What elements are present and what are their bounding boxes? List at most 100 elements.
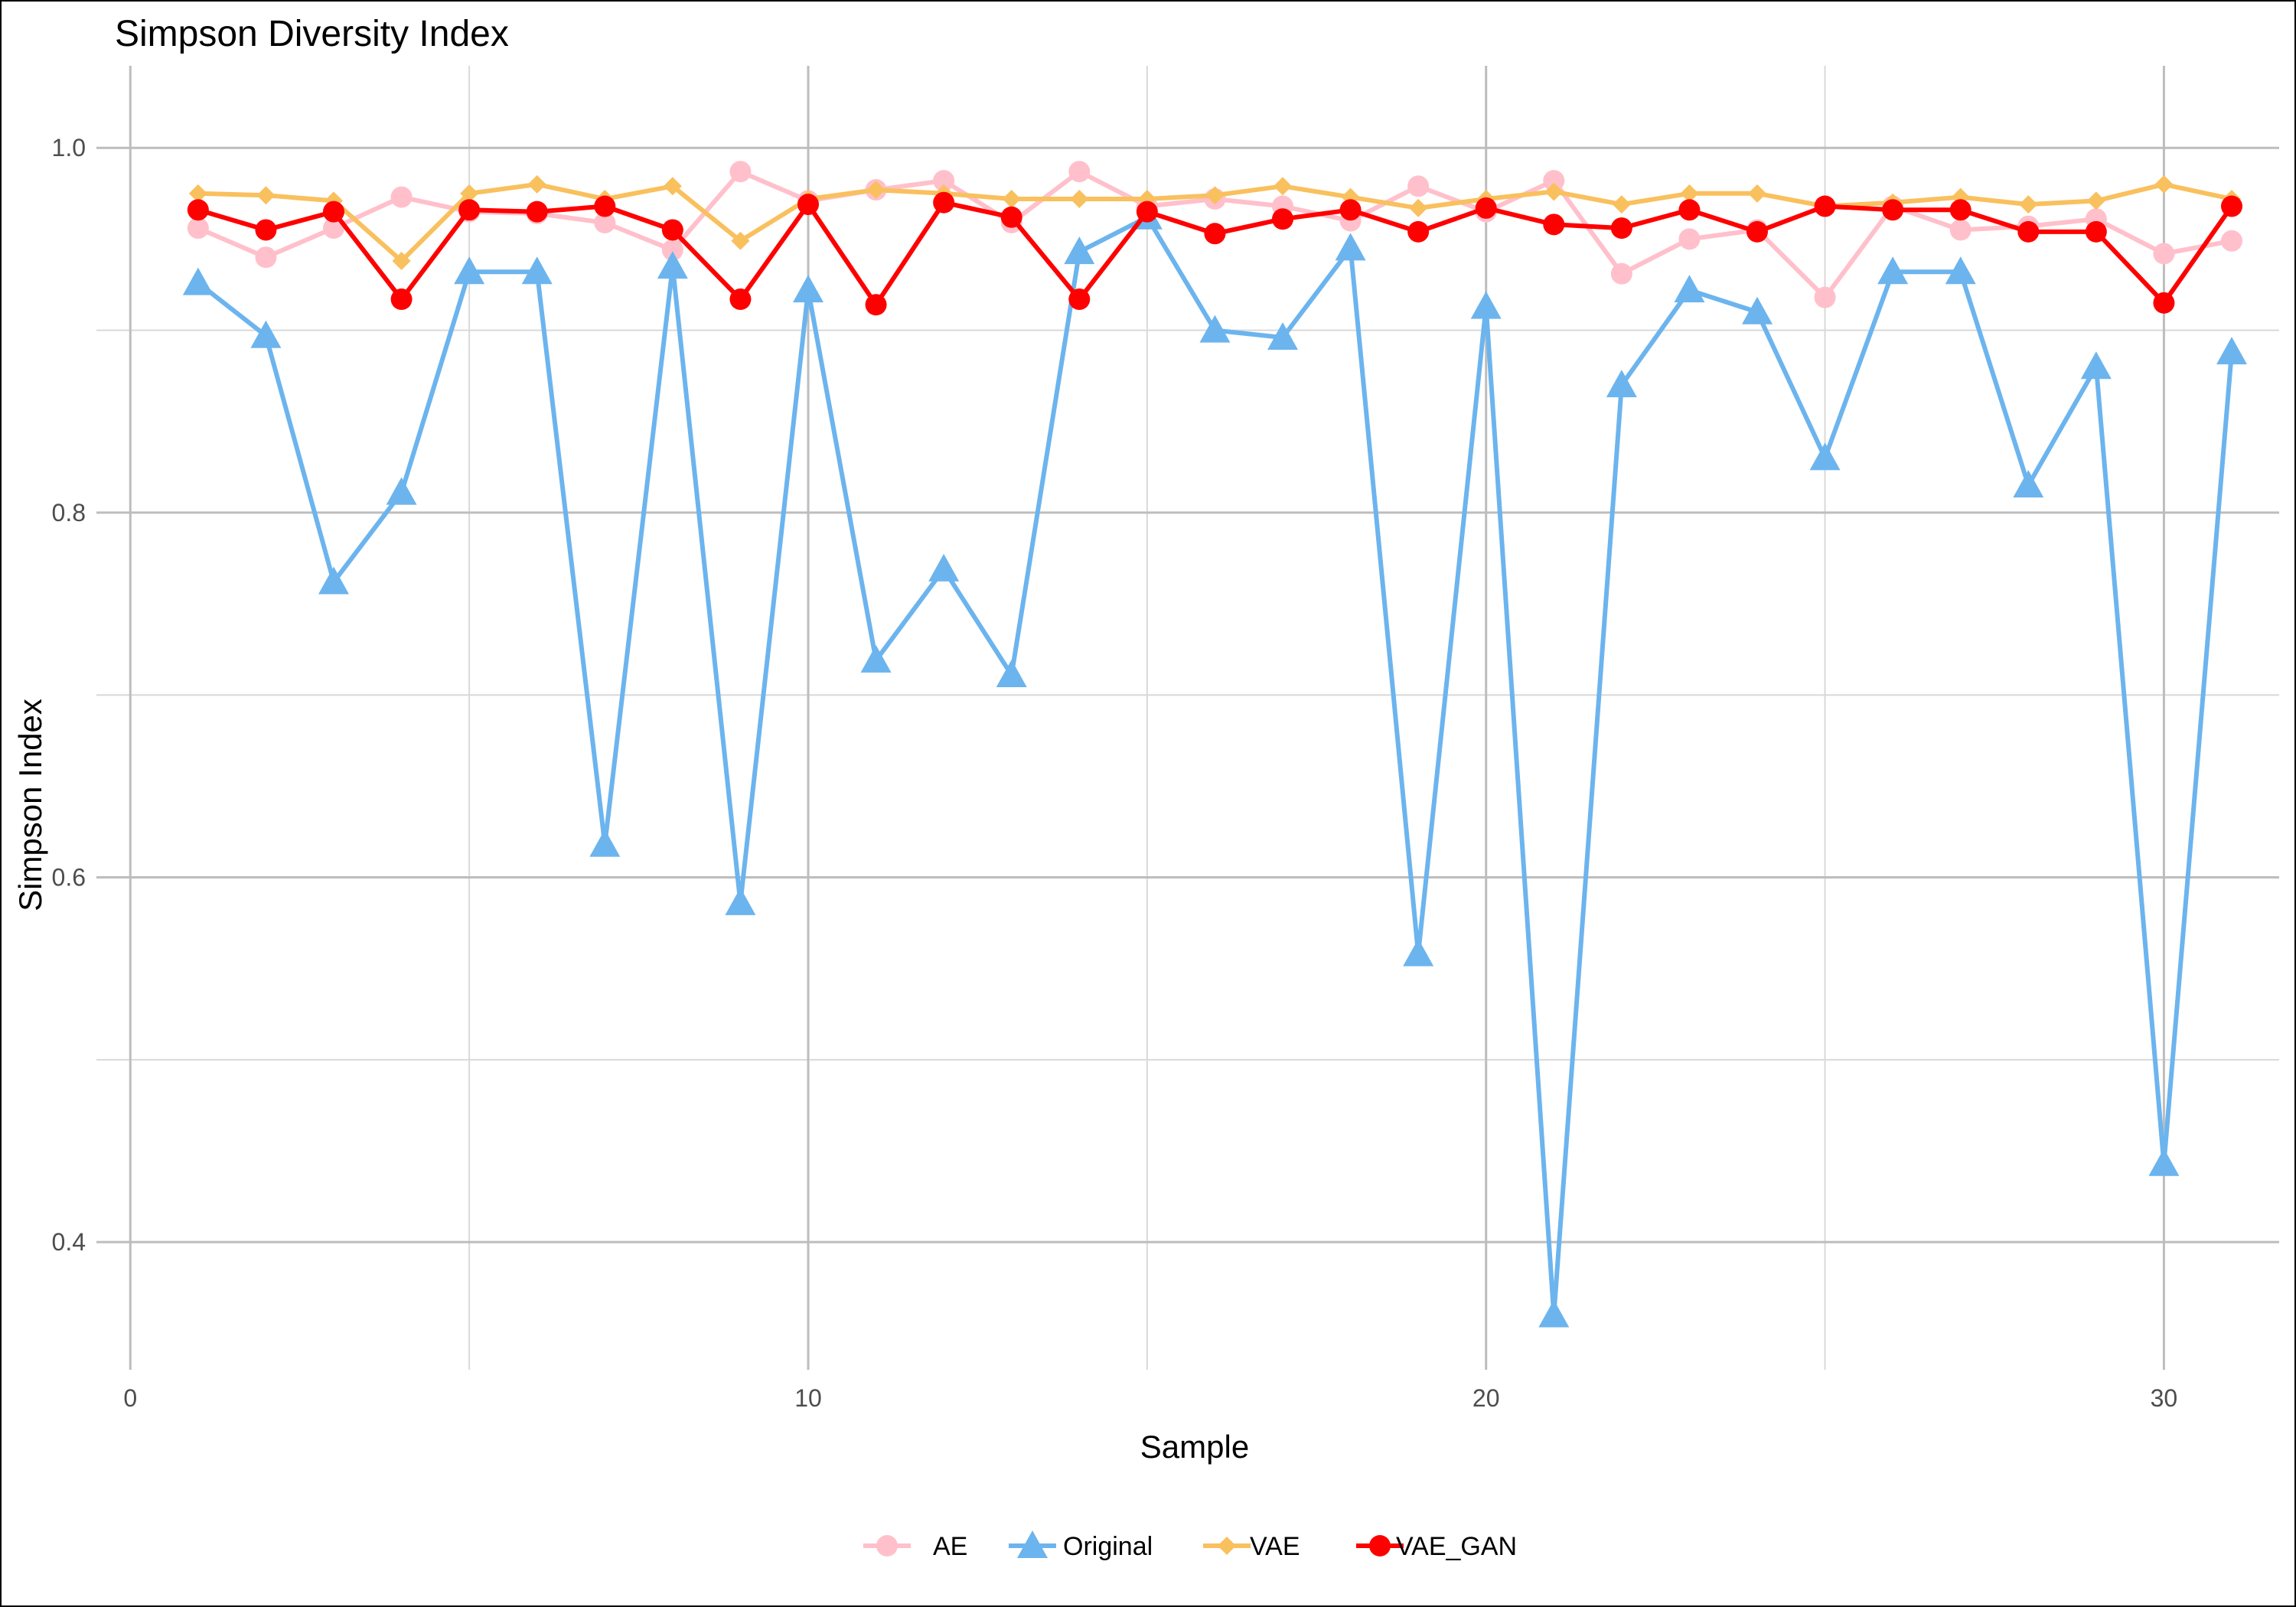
data-point-ae	[255, 246, 277, 269]
data-point-vae-gan	[1000, 206, 1022, 228]
data-point-original	[1809, 442, 1841, 471]
legend-label-vae-gan: VAE_GAN	[1396, 1532, 1517, 1561]
data-point-vae-gan	[2153, 292, 2175, 314]
series-line-original	[197, 214, 2234, 1318]
data-point-original	[1267, 322, 1298, 350]
data-point-original	[793, 275, 823, 303]
x-tick-label: 30	[2151, 1384, 2178, 1412]
data-point-original	[1742, 296, 1773, 324]
data-point-original	[1403, 938, 1434, 966]
data-point-original	[657, 251, 688, 279]
data-point-original	[860, 644, 892, 673]
data-point-vae	[460, 184, 479, 203]
data-point-vae	[527, 174, 546, 194]
data-point-vae	[1409, 198, 1428, 217]
legend-label-ae: AE	[933, 1532, 967, 1561]
data-point-vae	[2086, 191, 2105, 210]
data-point-vae-gan	[1543, 214, 1565, 236]
legend-item-vae-gan: VAE_GAN	[1356, 1532, 1517, 1561]
data-point-original	[2080, 351, 2112, 380]
legend: AE Original VAE VAE_GAN	[863, 1530, 1517, 1561]
x-axis-title: Sample	[1140, 1429, 1249, 1465]
data-point-vae-gan	[1204, 223, 1226, 245]
y-tick-label: 0.8	[52, 499, 86, 526]
data-point-vae	[1274, 177, 1292, 196]
data-point-vae-gan	[187, 199, 209, 221]
data-point-vae	[2154, 174, 2174, 194]
series-group	[182, 161, 2247, 1328]
data-point-ae	[1407, 175, 1430, 197]
data-point-original	[1877, 256, 1909, 285]
data-point-original	[589, 829, 621, 857]
x-tick-label: 10	[794, 1384, 822, 1412]
data-point-original	[1674, 275, 1705, 303]
data-point-vae-gan	[933, 191, 955, 214]
legend-marker-vae-gan	[1369, 1535, 1391, 1556]
data-point-vae	[731, 231, 750, 250]
data-point-vae	[1680, 184, 1699, 203]
data-point-vae-gan	[1814, 195, 1836, 217]
data-point-vae-gan	[1407, 220, 1430, 243]
series-vae-gan	[187, 191, 2242, 316]
data-point-original	[1606, 370, 1637, 398]
legend-item-ae: AE	[863, 1532, 967, 1561]
data-point-ae	[187, 217, 209, 240]
data-point-ae	[2221, 230, 2242, 252]
data-point-vae-gan	[2085, 220, 2107, 243]
data-point-ae	[1678, 228, 1701, 250]
x-tick-label: 20	[1473, 1384, 1500, 1412]
legend-item-vae: VAE	[1203, 1532, 1300, 1561]
data-point-ae	[390, 186, 413, 208]
data-point-original	[1064, 236, 1095, 265]
data-point-vae-gan	[594, 195, 616, 217]
data-point-original	[521, 256, 553, 285]
data-point-vae	[1205, 186, 1225, 205]
series-original	[182, 201, 2247, 1328]
data-point-vae	[1544, 182, 1564, 201]
data-point-ae	[2153, 243, 2175, 265]
data-point-original	[1335, 233, 1366, 261]
data-point-original	[1470, 291, 1502, 319]
y-tick-label: 1.0	[52, 134, 86, 161]
data-point-original	[182, 267, 214, 295]
data-point-original	[1199, 315, 1231, 343]
data-point-vae	[1612, 195, 1631, 214]
y-tick-label: 0.4	[52, 1228, 86, 1256]
legend-label-vae: VAE	[1250, 1532, 1300, 1561]
data-point-original	[2013, 470, 2044, 498]
data-point-ae	[933, 170, 955, 192]
data-point-vae-gan	[323, 200, 344, 223]
chart-title: Simpson Diversity Index	[115, 14, 509, 54]
data-point-vae-gan	[526, 200, 548, 223]
data-point-ae	[323, 217, 344, 240]
data-point-ae	[1949, 219, 1971, 241]
data-point-vae-gan	[1610, 217, 1632, 240]
data-point-ae	[1610, 262, 1632, 285]
data-point-vae	[1748, 184, 1766, 203]
data-point-vae-gan	[661, 219, 683, 241]
data-point-ae	[1814, 286, 1836, 308]
data-point-vae	[188, 184, 207, 203]
legend-marker-vae	[1218, 1537, 1236, 1555]
data-point-vae-gan	[797, 194, 819, 216]
data-point-ae	[729, 161, 752, 183]
data-point-vae-gan	[1678, 199, 1701, 221]
data-point-vae	[392, 252, 411, 271]
data-point-vae-gan	[1272, 208, 1293, 230]
y-tick-label: 0.6	[52, 864, 86, 892]
data-point-ae	[1068, 161, 1091, 183]
x-tick-labels: 0 10 20 30	[123, 1384, 2177, 1412]
data-point-original	[1538, 1299, 1570, 1328]
data-point-vae	[1002, 189, 1021, 208]
data-point-vae-gan	[865, 294, 887, 316]
legend-marker-original	[1017, 1530, 1048, 1558]
y-axis-title: Simpson Index	[12, 699, 48, 911]
data-point-vae	[866, 181, 885, 200]
data-point-vae-gan	[458, 199, 481, 221]
data-point-vae	[1070, 189, 1089, 208]
data-point-vae-gan	[1475, 197, 1497, 219]
data-point-original	[386, 477, 417, 505]
data-point-vae-gan	[1068, 288, 1091, 311]
